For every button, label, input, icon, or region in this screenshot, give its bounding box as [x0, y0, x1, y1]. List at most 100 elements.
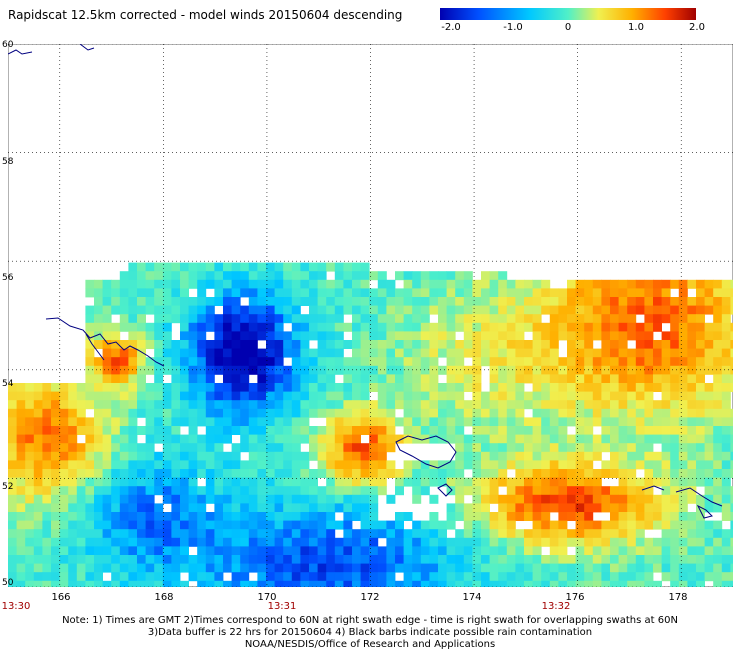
wind-cell	[8, 580, 17, 587]
wind-cell	[438, 529, 447, 539]
wind-cell	[188, 331, 198, 341]
wind-cell	[231, 279, 241, 289]
wind-cell	[678, 297, 688, 306]
wind-cell	[334, 443, 344, 453]
wind-cell	[412, 357, 422, 367]
wind-cell	[85, 486, 95, 496]
wind-cell	[661, 374, 671, 384]
wind-cell	[180, 451, 189, 461]
wind-cell	[721, 365, 731, 375]
wind-cell	[678, 537, 688, 547]
wind-cell	[567, 494, 576, 504]
wind-cell	[489, 572, 499, 582]
wind-cell	[59, 400, 69, 410]
wind-cell	[721, 357, 731, 367]
wind-cell	[403, 279, 413, 289]
wind-cell	[446, 520, 456, 530]
wind-cell	[8, 383, 17, 392]
wind-cell	[377, 434, 387, 444]
wind-cell	[171, 520, 181, 530]
wind-cell	[369, 572, 379, 582]
wind-cell	[541, 305, 551, 315]
wind-cell	[403, 434, 413, 444]
wind-cell	[558, 460, 568, 470]
wind-cell	[51, 417, 60, 427]
wind-cell	[283, 572, 293, 582]
wind-cell	[283, 546, 293, 556]
wind-cell	[188, 383, 198, 392]
wind-cell	[360, 563, 370, 573]
wind-cell	[94, 383, 103, 392]
wind-cell	[489, 486, 499, 496]
wind-cell	[498, 460, 508, 470]
time-label: 13:32	[541, 601, 571, 612]
wind-cell	[223, 374, 232, 384]
wind-cell	[59, 580, 69, 587]
wind-cell	[94, 322, 103, 332]
wind-cell	[524, 460, 533, 470]
wind-cell	[463, 383, 473, 392]
wind-cell	[154, 503, 164, 513]
wind-cell	[119, 494, 129, 504]
wind-cell	[472, 314, 482, 324]
wind-cell	[618, 529, 628, 539]
wind-cell	[601, 563, 611, 573]
wind-cell	[610, 357, 619, 367]
wind-cell	[721, 512, 731, 521]
wind-cell	[343, 555, 353, 564]
wind-cell	[42, 537, 52, 547]
wind-cell	[16, 477, 26, 487]
wind-cell	[592, 546, 602, 556]
wind-cell	[653, 297, 662, 306]
wind-cell	[592, 400, 602, 410]
wind-cell	[102, 391, 112, 401]
wind-cell	[438, 383, 447, 392]
wind-cell	[291, 271, 301, 281]
wind-cell	[687, 529, 697, 539]
wind-cell	[721, 563, 731, 573]
wind-cell	[248, 391, 258, 401]
wind-cell	[472, 520, 482, 530]
wind-cell	[76, 400, 86, 410]
wind-cell	[326, 314, 336, 324]
wind-cell	[188, 443, 198, 453]
wind-cell	[8, 408, 17, 418]
wind-cell	[592, 383, 602, 392]
wind-cell	[653, 348, 662, 358]
wind-cell	[506, 374, 516, 384]
wind-cell	[266, 469, 275, 478]
wind-cell	[68, 572, 78, 582]
wind-cell	[524, 314, 533, 324]
wind-cell	[386, 443, 396, 453]
wind-cell	[128, 477, 138, 487]
wind-cell	[102, 357, 112, 367]
wind-cell	[240, 322, 250, 332]
wind-cell	[283, 348, 293, 358]
wind-cell	[386, 314, 396, 324]
wind-cell	[137, 537, 146, 547]
wind-cell	[644, 374, 654, 384]
wind-cell	[515, 555, 525, 564]
wind-cell	[111, 322, 121, 332]
wind-cell	[412, 537, 422, 547]
wind-cell	[558, 572, 568, 582]
wind-cell	[59, 477, 69, 487]
wind-cell	[188, 477, 198, 487]
wind-cell	[730, 305, 733, 315]
wind-cell	[412, 520, 422, 530]
wind-cell	[25, 451, 35, 461]
wind-cell	[713, 297, 723, 306]
wind-cell	[214, 417, 224, 427]
wind-cell	[171, 365, 181, 375]
wind-cell	[704, 426, 714, 435]
wind-cell	[94, 314, 103, 324]
wind-cell	[395, 271, 404, 281]
wind-cell	[472, 383, 482, 392]
wind-cell	[231, 348, 241, 358]
wind-cell	[635, 572, 645, 582]
wind-cell	[291, 305, 301, 315]
wind-cell	[618, 357, 628, 367]
wind-cell	[386, 365, 396, 375]
wind-cell	[670, 279, 680, 289]
wind-cell	[128, 340, 138, 349]
